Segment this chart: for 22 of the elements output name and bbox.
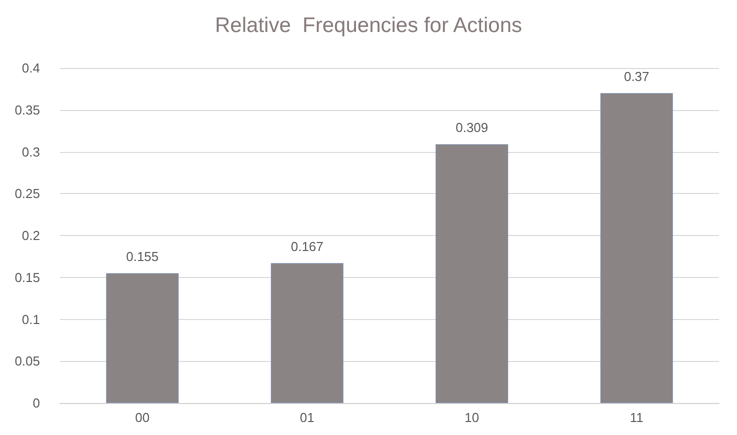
x-tick-label: 11 (630, 410, 644, 425)
x-tick-label: 00 (135, 410, 150, 425)
y-tick-label: 0.1 (22, 312, 40, 327)
bar (106, 273, 179, 403)
data-label: 0.37 (624, 69, 650, 84)
bar (270, 263, 344, 403)
y-tick-label: 0.2 (22, 228, 40, 243)
y-tick-label: 0.35 (14, 102, 40, 118)
bar (436, 144, 508, 403)
x-tick-label: 01 (300, 410, 314, 425)
y-tick-label: 0.3 (22, 144, 40, 160)
data-label: 0.167 (290, 239, 324, 254)
y-tick-label: 0 (32, 396, 40, 410)
chart-title: Relative Frequencies for Actions (215, 14, 522, 37)
y-tick-label: 0.25 (14, 186, 40, 202)
data-label: 0.155 (126, 249, 159, 264)
y-tick-label: 0.15 (14, 270, 40, 285)
data-label: 0.309 (456, 120, 488, 136)
bar (600, 93, 673, 403)
x-tick-label: 10 (464, 410, 480, 425)
y-tick-label: 0.4 (22, 60, 40, 76)
y-tick-label: 0.05 (14, 354, 40, 369)
